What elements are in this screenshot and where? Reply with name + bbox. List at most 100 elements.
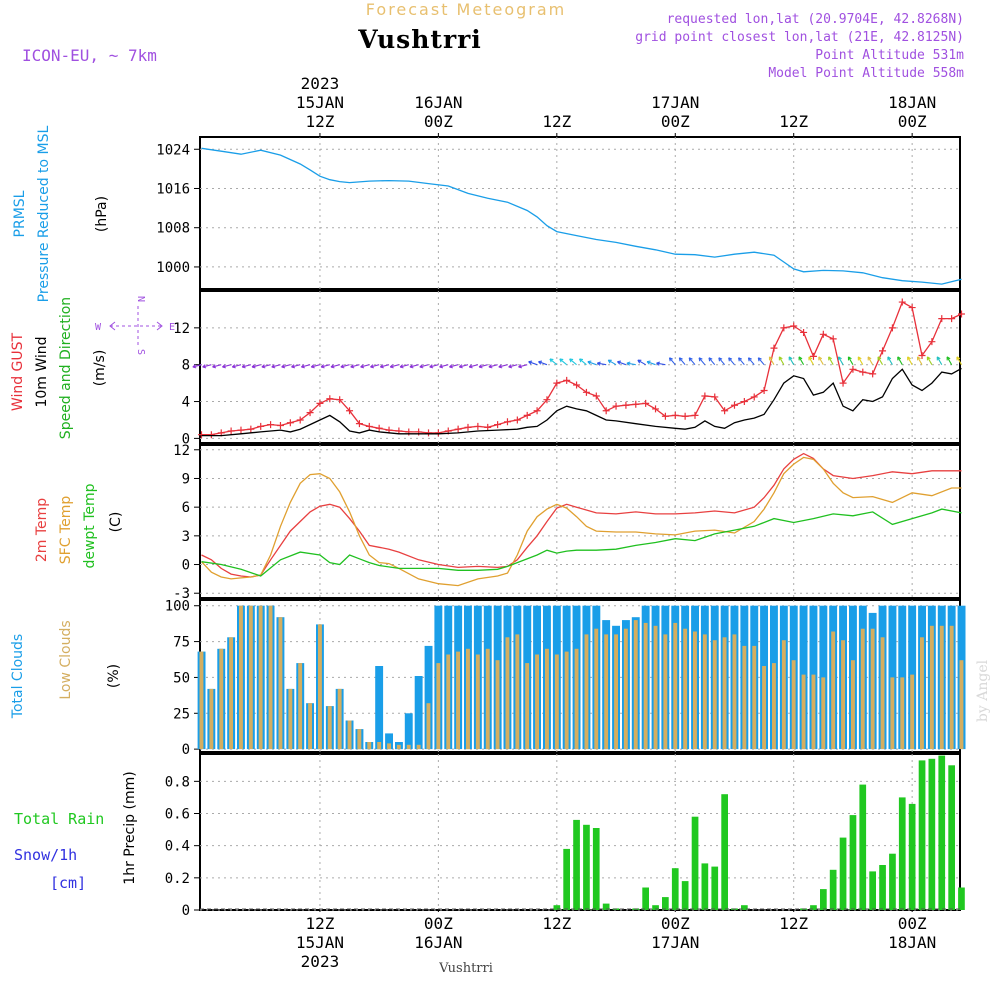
wind-dir-head [818,356,823,361]
low-cloud-bar [229,637,233,750]
wind-dir-head [559,358,564,363]
gust-marker [553,379,561,387]
time-label: 15JAN [296,933,344,952]
wind-dir-head [300,364,305,369]
label-snow: Snow/1h [14,846,77,864]
wind-dir-head [468,364,473,369]
low-cloud-bar [327,706,332,750]
total-cloud-bar [404,713,413,750]
low-cloud-bar [545,648,549,750]
wind-dir-arrow [877,356,884,365]
label-2m-temp: 2m Temp [34,498,50,562]
low-cloud-bar [485,648,490,750]
wind-dir-arrow [917,356,923,365]
low-cloud-bar [278,617,283,750]
wind-dir-arrow [738,357,745,366]
wind-dir-head [838,356,842,361]
gust-marker [286,419,294,427]
wind-dir-arrow [617,361,627,366]
gust-marker [958,310,965,318]
gust-marker [306,409,314,417]
wind-dir-arrow [768,356,775,365]
gust-marker [316,399,324,407]
rain-bar [711,866,719,910]
rain-bar [908,803,916,910]
low-cloud-bar [574,648,579,750]
low-cloud-bar [929,625,934,750]
wind-dir-head [379,364,384,369]
gust-marker [770,344,778,352]
wind-dir-arrow [330,364,340,368]
wind-dir-arrow [242,364,251,368]
panel-wind: 0 4 8 12 [173,290,965,447]
time-label: 00Z [424,914,453,933]
wind-dir-head [569,358,574,363]
gust-marker [503,418,511,426]
low-cloud-bar [663,634,668,750]
header-requested: requested lon,lat (20.9704E, 42.8268N) [667,12,964,27]
rain-bar [592,828,600,910]
gust-marker [198,431,205,439]
gust-marker [652,405,660,413]
wind-dir-head [788,356,793,361]
wind-dir-arrow [828,356,834,365]
low-cloud-bar [762,666,766,750]
gust-marker [346,407,354,415]
rain-bar [889,853,896,910]
wind-dir-arrow [311,364,321,368]
wind-dir-arrow [380,364,390,368]
wind-dir-head [251,364,256,369]
rain-bar [681,881,689,910]
gust-marker [425,429,433,437]
wind-dir-head [637,359,642,364]
wind-dir-arrow [549,358,558,366]
time-label: 00Z [898,112,927,131]
gust-marker [355,420,363,428]
rain-bar [573,819,580,910]
wind-dir-arrow [271,364,281,368]
low-cloud-bar [495,660,500,750]
wind-dir-arrow [798,356,805,365]
low-cloud-bar [416,744,421,750]
panel-precip: 0 0.2 0.4 0.6 0.8 [165,753,965,919]
panel-temperature: -3 0 3 6 9 12 [173,443,962,602]
low-cloud-bar [219,648,224,750]
panels: 100010081016102404812-303691202550751000… [156,136,966,919]
series-line-sfc-temp [201,456,962,587]
wind-dir-head [778,356,783,361]
wind-dir-head [231,364,236,369]
low-cloud-bar [633,620,638,750]
wind-dir-head [579,358,584,363]
wind-dir-arrow [261,364,271,368]
low-cloud-bar [396,744,401,750]
wind-dir-head [617,360,622,365]
wind-dir-arrow [656,362,666,366]
y-tick-label: 0 [182,903,190,919]
time-label: 00Z [898,914,927,933]
temp-labels: 2m Temp SFC Temp dewpt Temp (C) [34,483,124,568]
low-cloud-bar [890,677,895,750]
time-label: 12Z [779,112,808,131]
time-label: 2023 [301,952,340,971]
low-cloud-bar [554,654,559,750]
wind-dir-arrow [192,364,202,368]
wind-dir-head [370,364,374,369]
low-cloud-bar [239,605,243,750]
low-cloud-bar [673,622,678,750]
y-tick-label: 12 [173,443,190,459]
total-cloud-bar [375,666,384,750]
compass-s: S [135,349,146,355]
series-line-2m-temp [201,452,962,578]
wind-dir-head [857,356,862,361]
wind-dir-head [718,357,723,362]
wind-dir-head [828,356,832,361]
rain-bar [691,816,699,910]
time-label: 00Z [661,112,690,131]
wind-dir-arrow [818,356,824,365]
y-tick-label: 0 [182,558,190,574]
rain-bar [938,755,946,910]
wind-dir-arrow [867,356,874,365]
time-label: 12Z [305,914,334,933]
